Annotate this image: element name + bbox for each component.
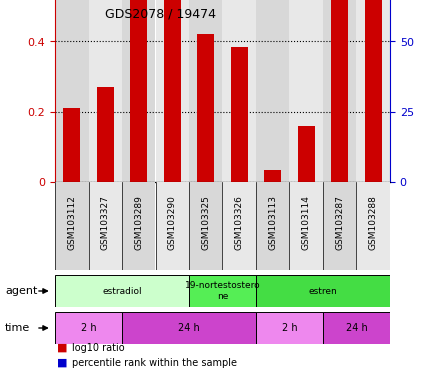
Text: GSM103288: GSM103288 <box>368 195 377 250</box>
Bar <box>256 275 389 307</box>
Bar <box>197 35 214 182</box>
Bar <box>297 126 314 182</box>
Text: GSM103113: GSM103113 <box>268 195 276 250</box>
Bar <box>322 182 356 270</box>
Text: 24 h: 24 h <box>345 323 367 333</box>
Text: 24 h: 24 h <box>178 323 199 333</box>
Bar <box>230 47 247 182</box>
Bar <box>364 0 381 182</box>
Text: time: time <box>5 323 30 333</box>
Bar <box>122 0 155 182</box>
Text: GSM103290: GSM103290 <box>168 195 176 250</box>
Text: GSM103289: GSM103289 <box>134 195 143 250</box>
Bar <box>55 275 188 307</box>
Bar <box>55 312 122 344</box>
Bar <box>130 0 147 182</box>
Bar <box>63 108 80 182</box>
Bar <box>256 182 289 270</box>
Bar <box>164 0 180 182</box>
Text: GSM103114: GSM103114 <box>301 195 310 250</box>
Bar <box>122 312 256 344</box>
Bar <box>289 182 322 270</box>
Text: GSM103112: GSM103112 <box>67 195 76 250</box>
Bar <box>88 0 122 182</box>
Bar <box>97 87 113 182</box>
Text: GDS2078 / 19474: GDS2078 / 19474 <box>105 8 216 20</box>
Text: GSM103325: GSM103325 <box>201 195 210 250</box>
Text: estradiol: estradiol <box>102 286 141 296</box>
Text: ■: ■ <box>57 358 67 368</box>
Bar <box>55 182 88 270</box>
Bar <box>356 182 389 270</box>
Text: 19-nortestostero
ne: 19-nortestostero ne <box>184 281 260 301</box>
Bar <box>322 0 356 182</box>
Text: GSM103326: GSM103326 <box>234 195 243 250</box>
Text: GSM103327: GSM103327 <box>101 195 109 250</box>
Text: GSM103287: GSM103287 <box>335 195 343 250</box>
Bar <box>188 0 222 182</box>
Bar <box>256 312 322 344</box>
Text: log10 ratio: log10 ratio <box>72 343 125 353</box>
Bar <box>55 0 88 182</box>
Bar <box>188 275 256 307</box>
Bar <box>155 0 188 182</box>
Bar <box>155 182 188 270</box>
Text: percentile rank within the sample: percentile rank within the sample <box>72 358 237 368</box>
Bar <box>356 0 389 182</box>
Text: ■: ■ <box>57 343 67 353</box>
Bar <box>88 182 122 270</box>
Bar <box>322 312 389 344</box>
Text: estren: estren <box>308 286 337 296</box>
Bar <box>331 0 347 182</box>
Bar <box>222 0 256 182</box>
Bar <box>222 182 256 270</box>
Text: 2 h: 2 h <box>80 323 96 333</box>
Text: 2 h: 2 h <box>281 323 296 333</box>
Bar <box>256 0 289 182</box>
Bar <box>289 0 322 182</box>
Text: agent: agent <box>5 286 37 296</box>
Bar <box>264 170 280 182</box>
Bar <box>188 182 222 270</box>
Bar <box>122 182 155 270</box>
